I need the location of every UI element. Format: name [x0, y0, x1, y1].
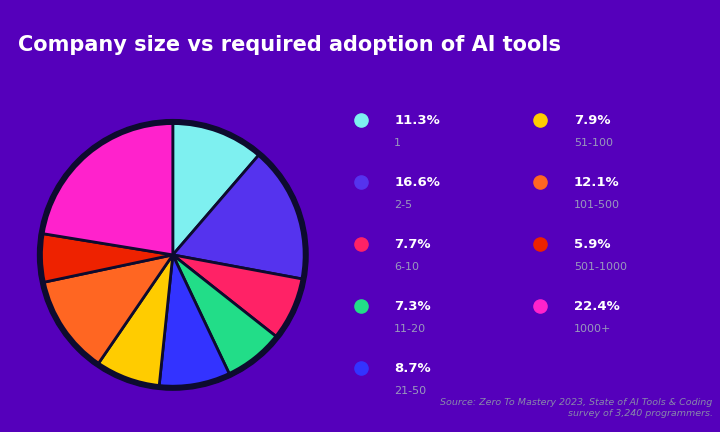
Point: [355, 241, 366, 248]
Text: 7.3%: 7.3%: [395, 300, 431, 313]
Point: [355, 117, 366, 124]
Text: 22.4%: 22.4%: [574, 300, 620, 313]
Wedge shape: [173, 255, 276, 374]
Point: [534, 117, 546, 124]
Point: [534, 179, 546, 186]
Text: 501-1000: 501-1000: [574, 262, 627, 272]
Text: 8.7%: 8.7%: [395, 362, 431, 375]
Text: 1: 1: [395, 138, 401, 148]
Text: Company size vs required adoption of AI tools: Company size vs required adoption of AI …: [18, 35, 561, 55]
Point: [355, 365, 366, 372]
Point: [534, 241, 546, 248]
Wedge shape: [99, 255, 173, 385]
Wedge shape: [173, 255, 302, 336]
Point: [355, 303, 366, 310]
Wedge shape: [45, 255, 173, 363]
Point: [534, 303, 546, 310]
Text: 21-50: 21-50: [395, 386, 426, 396]
Text: 7.7%: 7.7%: [395, 238, 431, 251]
Text: 5.9%: 5.9%: [574, 238, 611, 251]
Text: 2-5: 2-5: [395, 200, 413, 210]
Wedge shape: [42, 234, 173, 282]
Text: 11.3%: 11.3%: [395, 114, 440, 127]
Text: 7.9%: 7.9%: [574, 114, 611, 127]
Wedge shape: [159, 255, 229, 386]
Text: 101-500: 101-500: [574, 200, 620, 210]
Text: 51-100: 51-100: [574, 138, 613, 148]
Text: 6-10: 6-10: [395, 262, 419, 272]
Wedge shape: [173, 124, 258, 255]
Point: [355, 179, 366, 186]
Text: Source: Zero To Mastery 2023, State of AI Tools & Coding
survey of 3,240 program: Source: Zero To Mastery 2023, State of A…: [440, 398, 713, 418]
Text: 16.6%: 16.6%: [395, 176, 440, 189]
Wedge shape: [43, 124, 173, 255]
Text: 1000+: 1000+: [574, 324, 611, 334]
Text: 12.1%: 12.1%: [574, 176, 620, 189]
Wedge shape: [173, 156, 304, 279]
Circle shape: [37, 120, 308, 390]
Text: 11-20: 11-20: [395, 324, 426, 334]
